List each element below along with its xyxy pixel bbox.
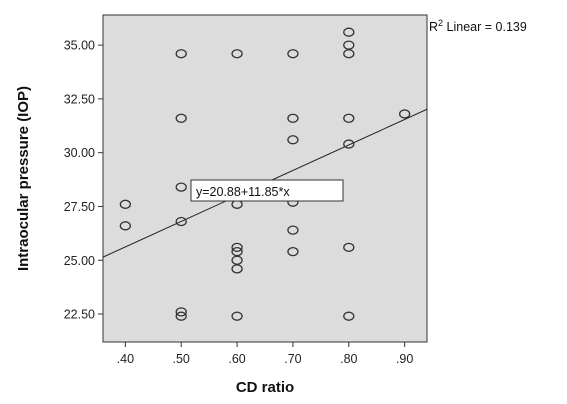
data-point <box>287 246 299 257</box>
r2-value: Linear = 0.139 <box>443 20 527 34</box>
r2-label: R2 Linear = 0.139 <box>429 18 527 34</box>
data-point <box>343 311 355 321</box>
equation-box-border <box>190 179 344 202</box>
x-tick-label: .90 <box>396 352 413 366</box>
data-point <box>231 49 243 59</box>
data-point <box>175 49 187 59</box>
data-point <box>343 49 355 59</box>
x-axis-title: CD ratio <box>236 379 294 396</box>
equation-label-box: y=20.88+11.85*x <box>190 179 344 202</box>
data-point <box>287 225 299 235</box>
data-point <box>175 216 187 227</box>
y-axis: 22.50 25.00 27.50 30.00 32.50 35.00 <box>64 39 103 322</box>
y-tick-label: 32.50 <box>64 92 95 106</box>
y-tick-label: 35.00 <box>64 39 95 53</box>
data-point <box>343 242 355 252</box>
x-tick-label: .40 <box>117 352 134 366</box>
data-point <box>287 135 299 145</box>
data-point <box>287 49 299 59</box>
data-point <box>175 113 187 123</box>
data-point <box>343 113 355 123</box>
x-tick-label: .50 <box>173 352 190 366</box>
r2-superscript: 2 <box>438 18 443 28</box>
data-point <box>343 139 355 149</box>
data-point <box>119 199 131 209</box>
x-tick-label: .60 <box>228 352 245 366</box>
plot-area <box>102 14 428 343</box>
data-point <box>175 307 187 317</box>
equation-label: y=20.88+11.85*x <box>196 185 290 199</box>
data-point <box>119 221 131 231</box>
y-tick-label: 25.00 <box>64 254 95 268</box>
x-axis: .40 .50 .60 .70 .80 .90 <box>117 342 413 366</box>
data-point <box>231 264 243 274</box>
data-point <box>399 109 411 119</box>
y-axis-title: Intraocular pressure (IOP) <box>15 86 32 271</box>
x-tick-label: .70 <box>284 352 301 366</box>
y-tick-label: 27.50 <box>64 200 95 214</box>
data-point <box>287 113 299 123</box>
data-point <box>175 311 187 321</box>
r2-prefix: R <box>429 20 438 34</box>
y-tick-label: 22.50 <box>64 308 95 322</box>
x-tick-label: .80 <box>340 352 357 366</box>
data-point <box>231 311 243 321</box>
data-point <box>175 182 187 192</box>
data-point <box>343 27 355 37</box>
y-tick-label: 30.00 <box>64 146 95 160</box>
data-point <box>231 242 243 252</box>
